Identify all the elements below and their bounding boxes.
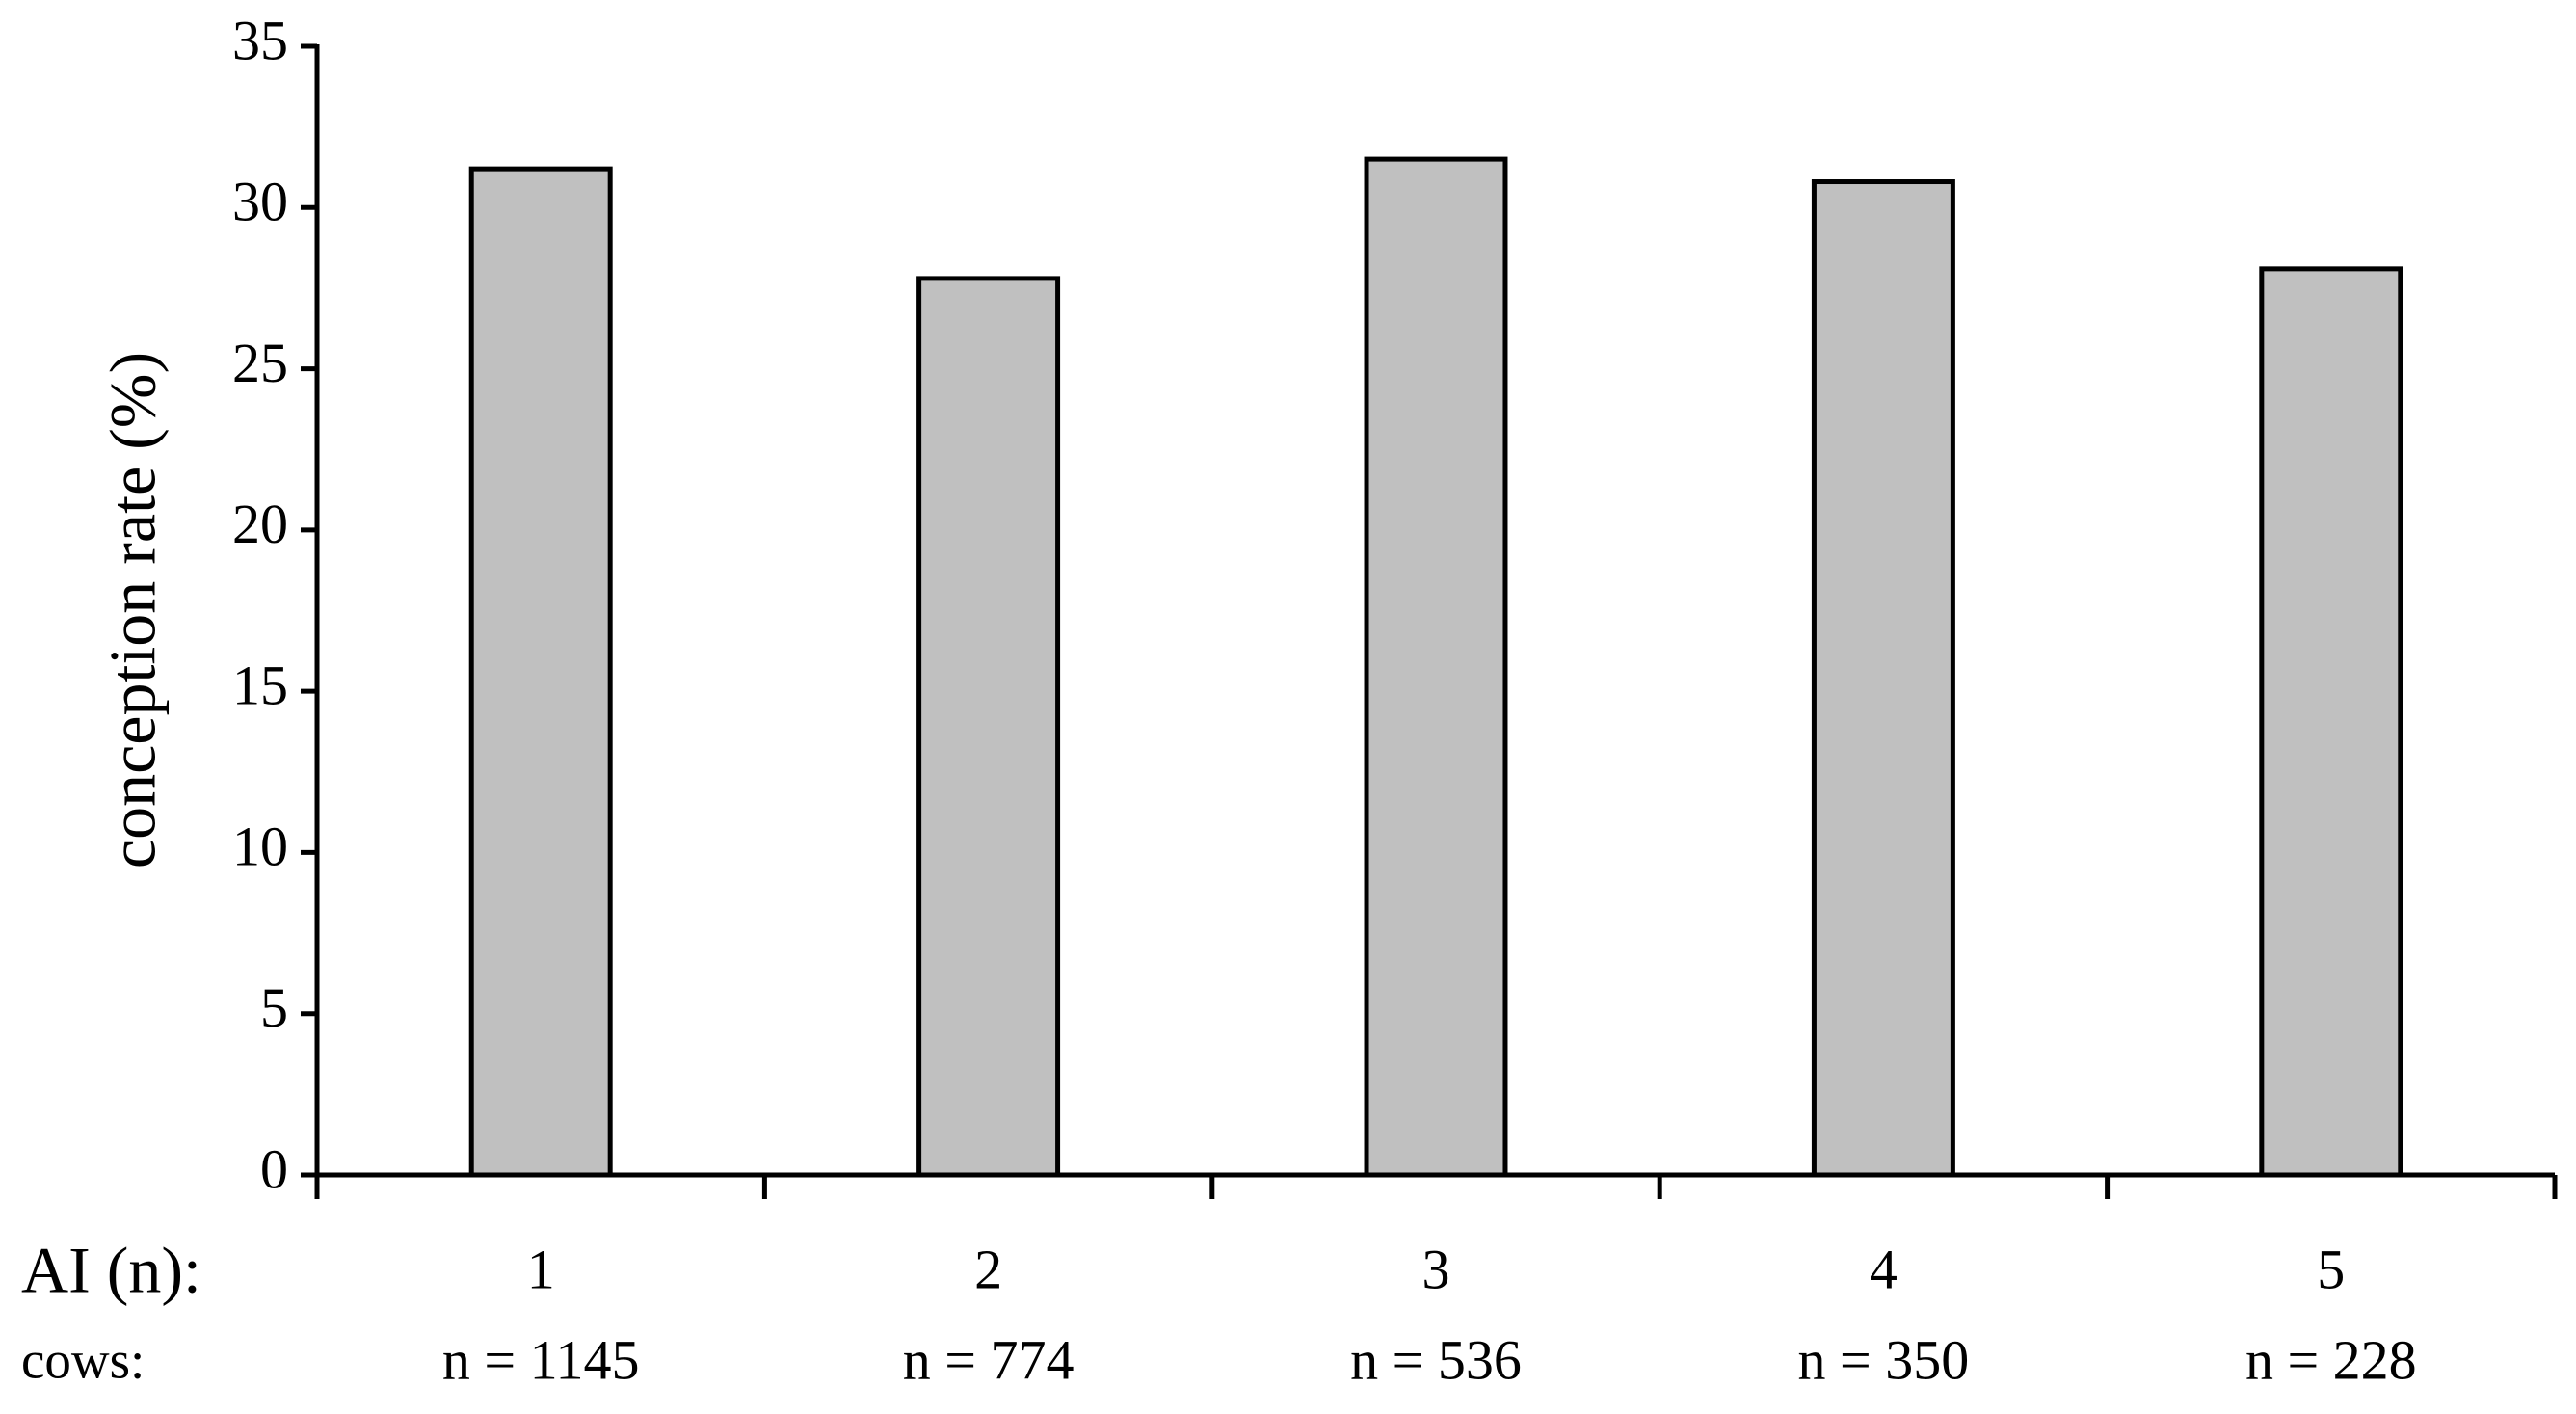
x-row-label: AI (n): bbox=[21, 1234, 201, 1307]
x-tick-label: 3 bbox=[1422, 1238, 1450, 1300]
bar bbox=[1811, 179, 1955, 1178]
y-tick-label: 30 bbox=[232, 171, 288, 233]
y-tick-label: 10 bbox=[232, 815, 288, 878]
bar bbox=[1364, 156, 1508, 1178]
x-sublabel: n = 536 bbox=[1350, 1328, 1522, 1391]
x-tick-label: 2 bbox=[974, 1238, 1002, 1300]
y-tick-label: 25 bbox=[232, 332, 288, 394]
sublabel-row-label: cows: bbox=[21, 1331, 145, 1390]
y-tick-label: 15 bbox=[232, 654, 288, 716]
y-tick-label: 0 bbox=[260, 1137, 288, 1200]
y-tick-label: 20 bbox=[232, 493, 288, 555]
x-sublabel: n = 350 bbox=[1798, 1328, 1970, 1391]
x-sublabel: n = 1145 bbox=[442, 1328, 640, 1391]
x-tick-label: 4 bbox=[1870, 1238, 1898, 1300]
bar bbox=[2259, 266, 2403, 1178]
bar bbox=[916, 276, 1061, 1178]
x-sublabel: n = 774 bbox=[903, 1328, 1075, 1391]
y-axis-label: conception rate (%) bbox=[96, 352, 170, 868]
x-sublabel: n = 228 bbox=[2245, 1328, 2417, 1391]
y-tick-label: 5 bbox=[260, 976, 288, 1039]
bar bbox=[468, 166, 613, 1178]
x-tick-label: 5 bbox=[2317, 1238, 2345, 1300]
x-tick-label: 1 bbox=[527, 1238, 555, 1300]
y-tick-label: 35 bbox=[232, 9, 288, 71]
